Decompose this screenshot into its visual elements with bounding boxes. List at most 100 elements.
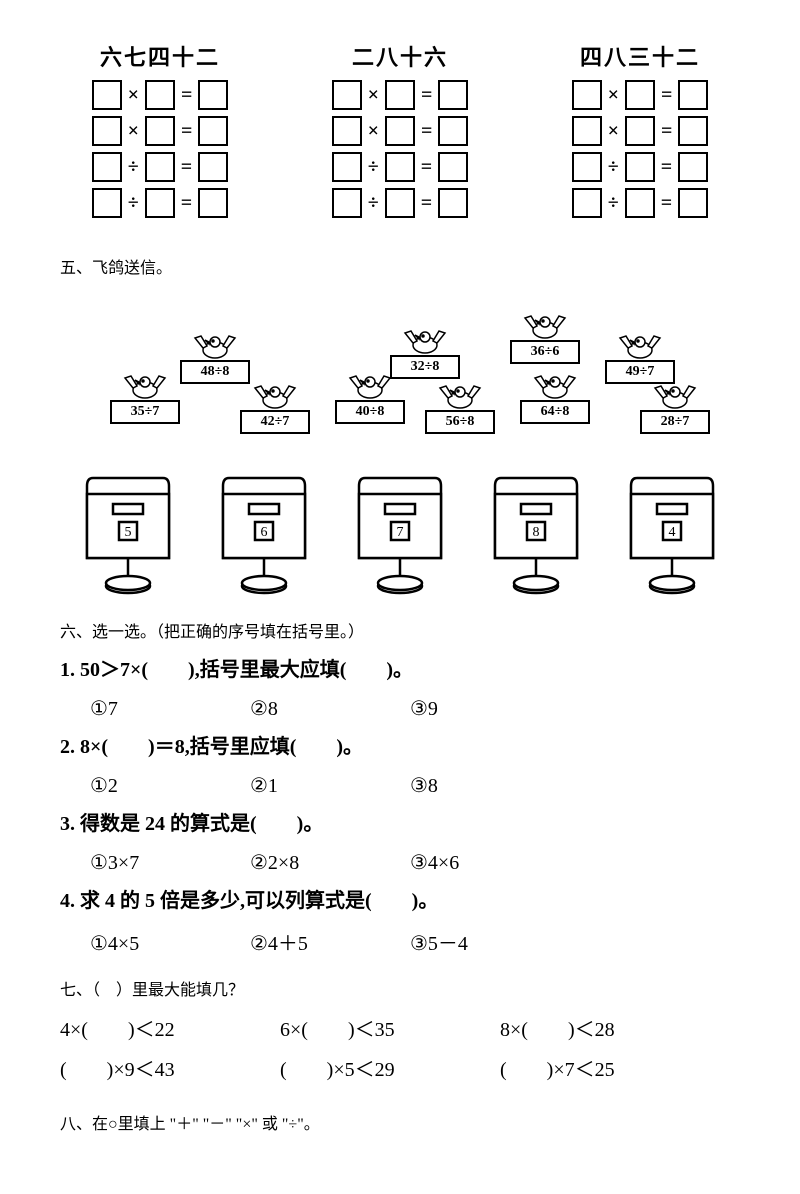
expression-tag: 40÷8 [335,400,405,424]
blank-box[interactable] [572,152,602,182]
blank-box[interactable] [572,188,602,218]
blank-box[interactable] [438,188,468,218]
pigeon-card: 28÷7 [640,378,710,434]
blank-box[interactable] [678,152,708,182]
blank-box[interactable] [625,116,655,146]
pigeon-area: 35÷748÷842÷740÷832÷856÷836÷664÷849÷728÷7 [60,288,740,458]
blank-box[interactable] [145,116,175,146]
group-title: 六七四十二 [60,40,260,72]
blank-box[interactable] [92,152,122,182]
blank-box[interactable] [92,80,122,110]
pigeon-card: 56÷8 [425,378,495,434]
option[interactable]: ③9 [410,696,570,721]
options-row: ①4×5②4＋5③5－4 [90,927,740,956]
blank-box[interactable] [92,116,122,146]
option[interactable]: ③5－4 [410,927,570,956]
option[interactable]: ①7 [90,696,250,721]
blank-box[interactable] [678,116,708,146]
mailbox: 7 [355,468,445,598]
fill-item: 4×( )＜22 [60,1010,280,1050]
svg-text:4: 4 [669,525,676,540]
blank-box[interactable] [438,116,468,146]
equals: = [181,192,192,215]
blank-box[interactable] [572,80,602,110]
equals: = [181,120,192,143]
mailbox-row: 56784 [60,468,740,598]
equation-row: ×= [540,116,740,146]
blank-box[interactable] [92,188,122,218]
equation-group: 四八三十二×=×=÷=÷= [540,40,740,224]
operator: × [608,120,619,143]
pigeon-card: 36÷6 [510,308,580,364]
blank-box[interactable] [572,116,602,146]
option[interactable]: ③4×6 [410,850,570,875]
option[interactable]: ③8 [410,773,570,798]
options-row: ①2②1③8 [90,773,740,798]
option[interactable]: ②1 [250,773,410,798]
options-row: ①7②8③9 [90,696,740,721]
fill-item: 8×( )＜28 [500,1010,720,1050]
section-7-heading: 七、（ ）里最大能填几？ [60,976,740,1000]
blank-box[interactable] [332,152,362,182]
options-row: ①3×7②2×8③4×6 [90,850,740,875]
equation-row: ÷= [60,152,260,182]
option[interactable]: ①3×7 [90,850,250,875]
operator: ÷ [128,156,139,179]
blank-box[interactable] [678,80,708,110]
equation-row: ÷= [300,152,500,182]
blank-box[interactable] [678,188,708,218]
blank-box[interactable] [625,188,655,218]
option[interactable]: ②4＋5 [250,927,410,956]
blank-box[interactable] [198,80,228,110]
section-5-heading: 五、飞鸽送信。 [60,254,740,278]
equals: = [661,156,672,179]
operator: × [368,84,379,107]
operator: ÷ [608,156,619,179]
expression-tag: 28÷7 [640,410,710,434]
option[interactable]: ②2×8 [250,850,410,875]
blank-box[interactable] [385,116,415,146]
equation-row: ÷= [300,188,500,218]
equation-row: ×= [60,80,260,110]
blank-box[interactable] [145,80,175,110]
option[interactable]: ①2 [90,773,250,798]
blank-box[interactable] [625,152,655,182]
expression-tag: 42÷7 [240,410,310,434]
operator: ÷ [368,192,379,215]
equals: = [181,156,192,179]
equation-row: ×= [300,116,500,146]
equation-row: ×= [300,80,500,110]
option[interactable]: ②8 [250,696,410,721]
blank-box[interactable] [145,188,175,218]
equation-group: 二八十六×=×=÷=÷= [300,40,500,224]
question: 2. 8×( )＝8,括号里应填( )。 [60,729,740,765]
equals: = [661,84,672,107]
blank-box[interactable] [145,152,175,182]
blank-box[interactable] [438,80,468,110]
question: 4. 求 4 的 5 倍是多少,可以列算式是( )。 [60,883,740,919]
blank-box[interactable] [625,80,655,110]
mailbox: 6 [219,468,309,598]
blank-box[interactable] [198,116,228,146]
blank-box[interactable] [332,188,362,218]
equation-row: ×= [60,116,260,146]
option[interactable]: ①4×5 [90,931,250,956]
equation-group: 六七四十二×=×=÷=÷= [60,40,260,224]
pigeon-card: 64÷8 [520,368,590,424]
blank-box[interactable] [438,152,468,182]
blank-box[interactable] [332,116,362,146]
operator: × [128,120,139,143]
blank-box[interactable] [385,188,415,218]
operator: × [608,84,619,107]
blank-box[interactable] [385,80,415,110]
question: 1. 50＞7×( ),括号里最大应填( )。 [60,652,740,688]
svg-text:5: 5 [125,525,132,540]
blank-box[interactable] [198,188,228,218]
svg-text:7: 7 [397,525,404,540]
blank-box[interactable] [332,80,362,110]
blank-box[interactable] [385,152,415,182]
question: 3. 得数是 24 的算式是( )。 [60,806,740,842]
section-8-heading: 八、在○里填上 "＋" "－" "×" 或 "÷"。 [60,1110,740,1134]
equals: = [421,120,432,143]
blank-box[interactable] [198,152,228,182]
